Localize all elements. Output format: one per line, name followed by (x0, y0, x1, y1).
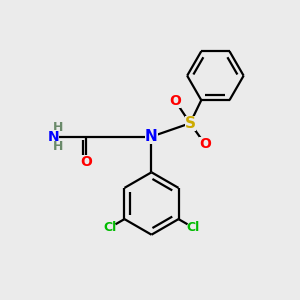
Text: N: N (145, 129, 158, 144)
Text: O: O (199, 137, 211, 151)
Text: N: N (48, 130, 59, 144)
Text: Cl: Cl (186, 221, 199, 234)
Text: O: O (169, 94, 181, 108)
Text: Cl: Cl (104, 221, 117, 234)
Text: O: O (80, 155, 92, 169)
Text: H: H (53, 140, 63, 153)
Text: H: H (53, 121, 63, 134)
Text: S: S (184, 116, 196, 131)
